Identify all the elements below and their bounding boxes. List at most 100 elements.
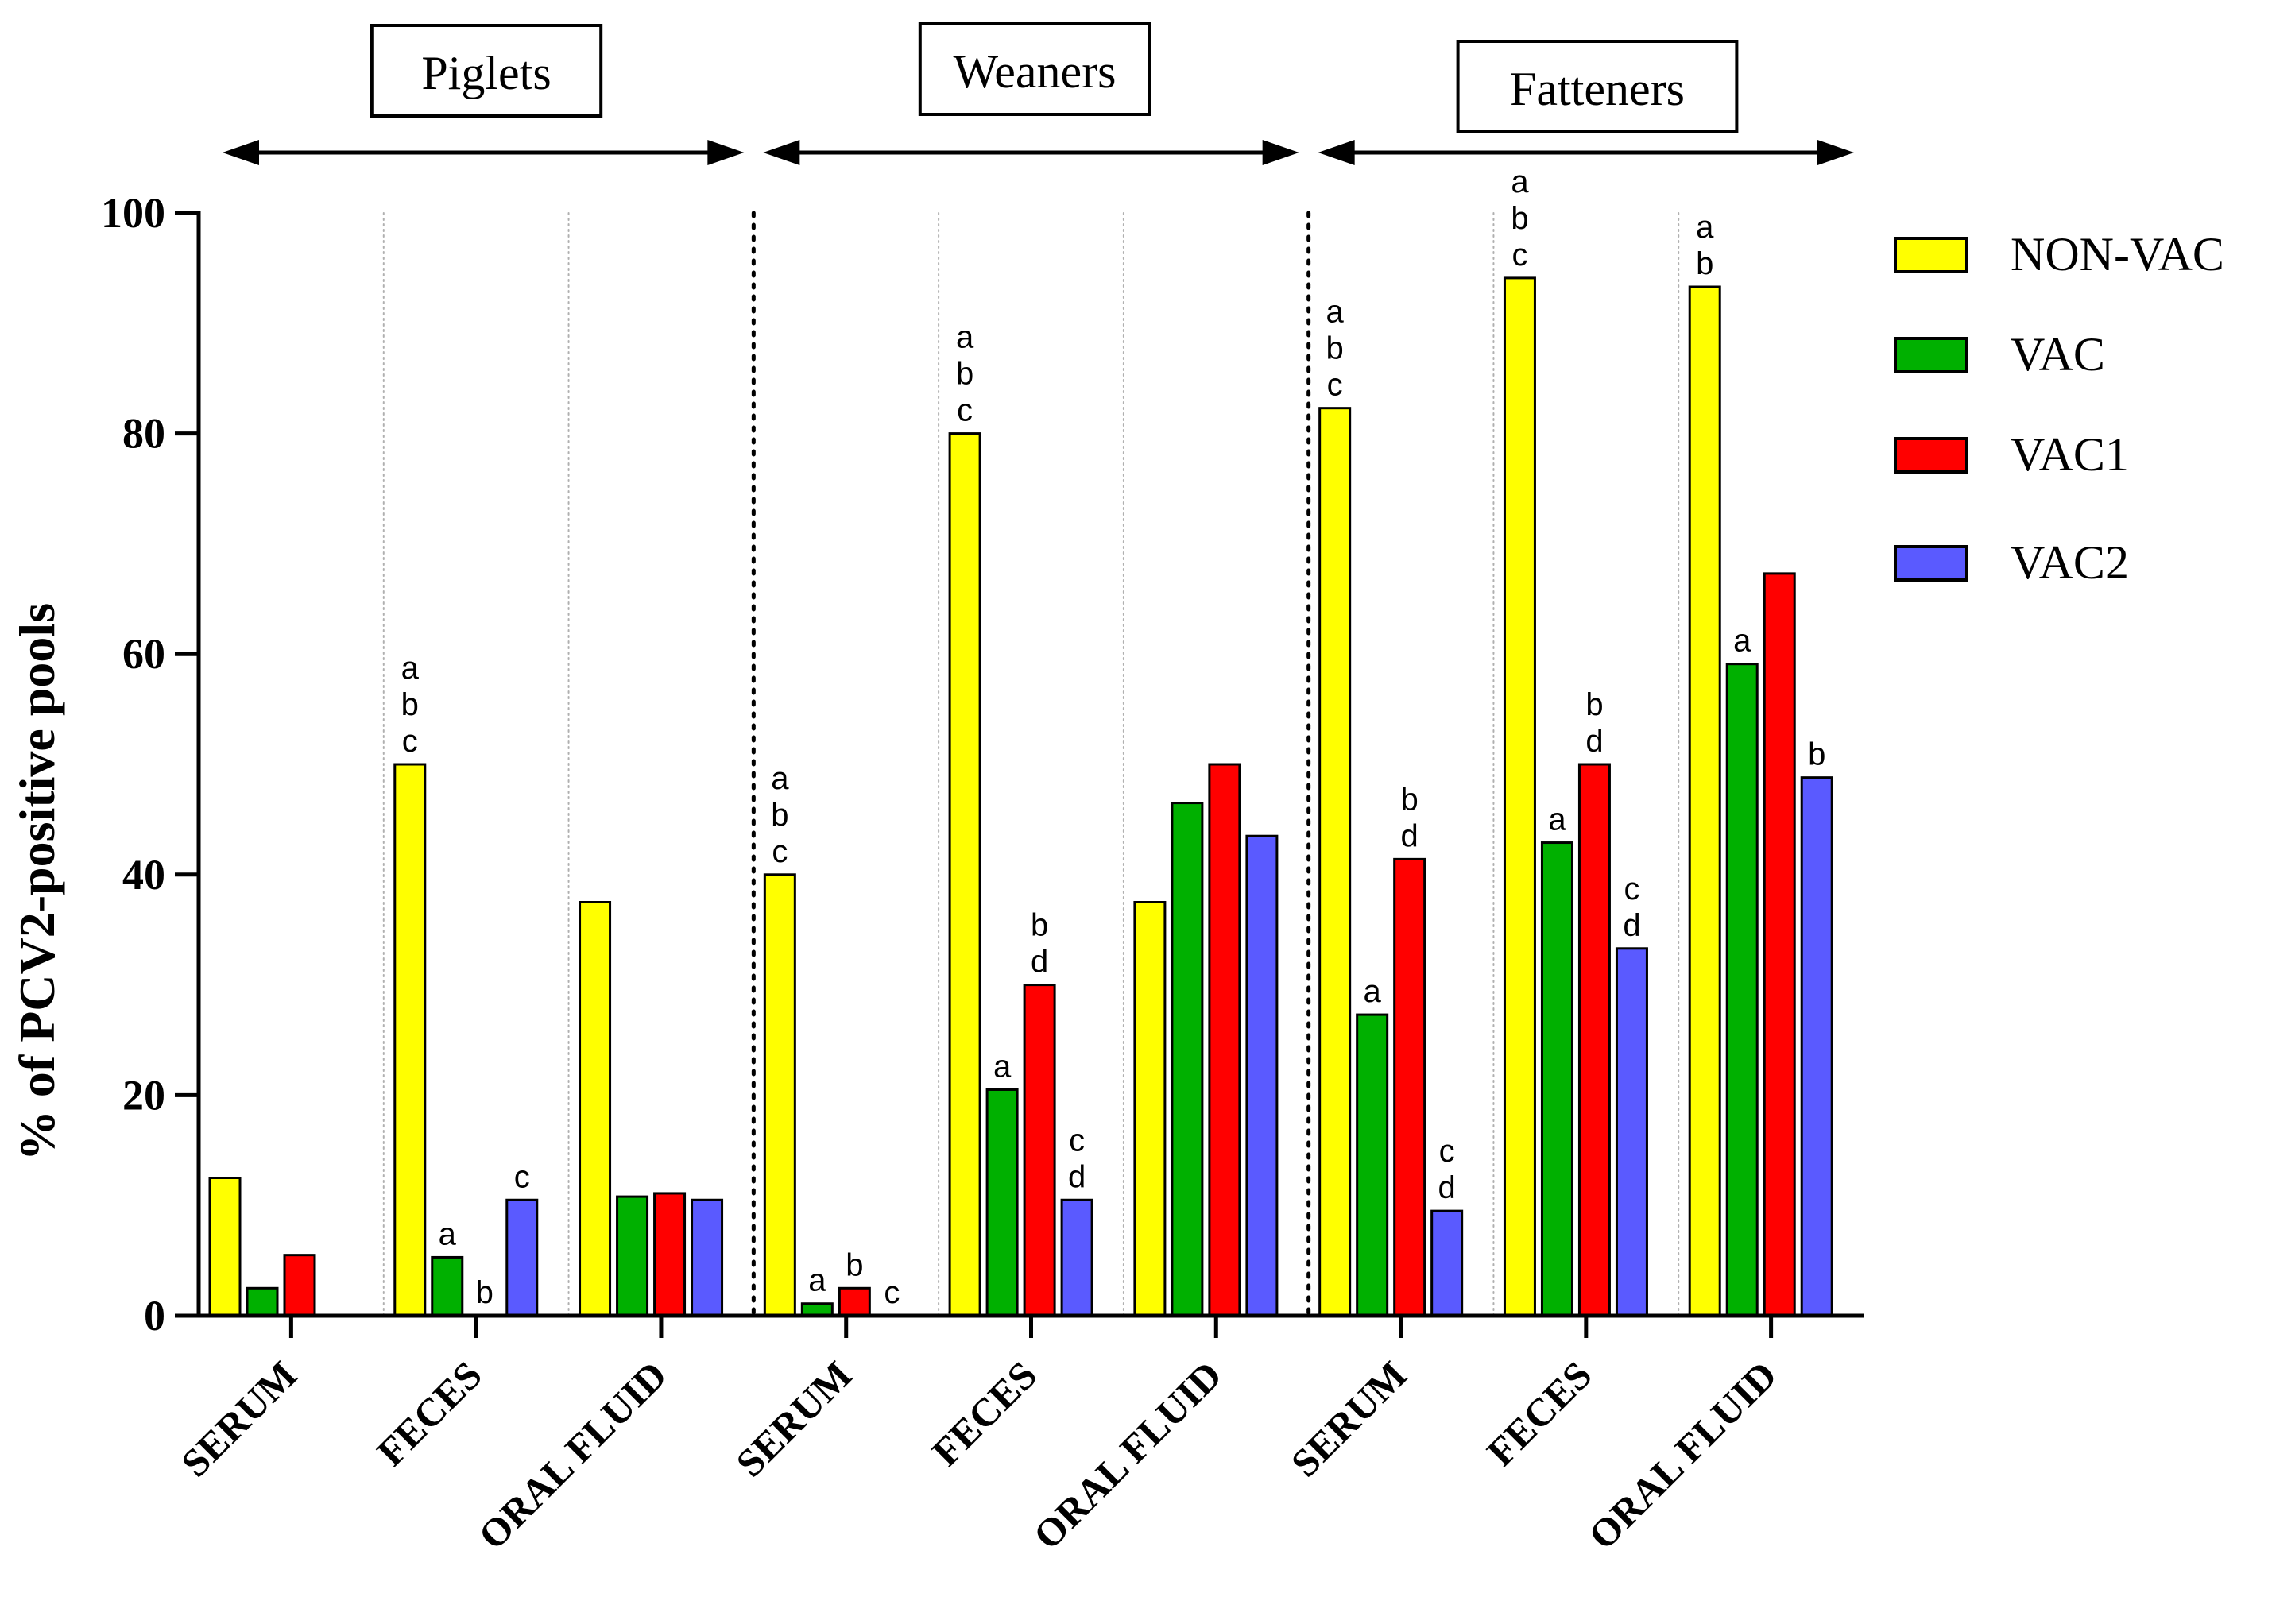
y-tick-label: 40: [122, 851, 165, 899]
significance-letter: b: [476, 1275, 493, 1310]
significance-letter: b: [1326, 331, 1344, 366]
significance-letter: a: [1548, 802, 1566, 837]
bar-vac1-feces: [1023, 984, 1056, 1317]
bar-non-vac-serum: [763, 873, 796, 1317]
legend-label: VAC: [2011, 328, 2105, 381]
x-tick-label: SERUM: [727, 1352, 860, 1485]
significance-letter: b: [1696, 246, 1713, 281]
bar-vac-feces: [985, 1088, 1019, 1317]
significance-letter: b: [1585, 687, 1603, 722]
x-tick-label: SERUM: [1283, 1352, 1415, 1485]
bars: [208, 276, 1833, 1317]
significance-letter: d: [1401, 818, 1419, 853]
bar-vac2-oral-fluid: [1800, 776, 1833, 1317]
x-tick-label: FECES: [368, 1352, 490, 1475]
x-tick-label: ORAL FLUID: [1580, 1352, 1786, 1558]
bar-non-vac-feces: [393, 763, 427, 1317]
significance-letter: a: [1511, 164, 1529, 199]
y-tick-label: 80: [122, 410, 165, 458]
arrow-head-right: [1262, 140, 1299, 165]
legend-swatch-vac1: [1894, 437, 1968, 474]
significance-letter: a: [1733, 624, 1751, 659]
arrow-head-right: [707, 140, 745, 165]
legend-swatch-vac: [1894, 337, 1968, 373]
arrow-head-left: [223, 140, 259, 165]
bar-non-vac-feces: [948, 432, 981, 1317]
y-tick-label: 0: [144, 1292, 165, 1340]
significance-letter: b: [1031, 908, 1048, 943]
bar-non-vac-oral-fluid: [1688, 285, 1721, 1317]
significance-letter: a: [439, 1216, 457, 1251]
bar-vac-feces: [1540, 841, 1573, 1317]
legend: NON-VAC VAC VAC1 VAC2: [1894, 228, 2224, 589]
significance-letter: c: [957, 393, 973, 428]
bar-vac2-oral-fluid: [691, 1198, 724, 1317]
significance-letter: a: [1326, 295, 1345, 330]
bar-vac-serum: [246, 1286, 279, 1317]
significance-letter: c: [772, 834, 788, 869]
significance-letter: a: [401, 651, 420, 686]
significance-letter: c: [402, 724, 418, 759]
bar-vac1-serum: [838, 1286, 871, 1317]
y-axis-title: % of PCV2-positive pools: [9, 603, 65, 1161]
group-headers: Piglets Weaners Fatteners: [223, 22, 1854, 165]
significance-letter: c: [1069, 1123, 1085, 1158]
significance-letter: b: [1511, 201, 1528, 236]
bar-non-vac-oral-fluid: [579, 901, 612, 1317]
significance-letter: a: [956, 320, 974, 355]
y-tick-label: 20: [122, 1071, 165, 1119]
bar-vac1-oral-fluid: [1208, 763, 1241, 1317]
group-label-box: [1456, 40, 1739, 133]
x-tick-label: ORAL FLUID: [1024, 1352, 1230, 1558]
significance-letter: c: [1511, 238, 1527, 273]
bar-non-vac-serum: [208, 1177, 242, 1317]
bar-vac1-serum: [283, 1254, 316, 1317]
arrow-head-left: [763, 140, 800, 165]
bar-vac2-feces: [1060, 1198, 1093, 1317]
significance-letter: b: [846, 1247, 863, 1282]
bar-vac1-serum: [1393, 857, 1426, 1317]
significance-letter: b: [1401, 782, 1419, 817]
y-tick-label: 60: [122, 630, 165, 678]
category-separators: [382, 211, 1680, 1318]
bar-vac-oral-fluid: [1171, 802, 1204, 1317]
x-tick-label: SERUM: [172, 1352, 305, 1485]
significance-letter: a: [808, 1263, 826, 1298]
significance-letter: b: [956, 357, 973, 392]
group-label: Fatteners: [1510, 63, 1685, 115]
legend-label: NON-VAC: [2011, 228, 2224, 280]
bar-vac2-serum: [1430, 1209, 1464, 1317]
bar-vac-oral-fluid: [616, 1195, 649, 1317]
bar-non-vac-serum: [1318, 407, 1352, 1317]
arrow-head-left: [1318, 140, 1355, 165]
legend-label: VAC1: [2011, 428, 2129, 481]
group-label-box: [918, 22, 1151, 116]
significance-letter: c: [1624, 872, 1639, 907]
significance-letter: d: [1438, 1170, 1456, 1205]
bar-vac-serum: [1356, 1013, 1389, 1317]
legend-swatch-vac2: [1894, 545, 1968, 582]
x-tick-label: ORAL FLUID: [470, 1352, 675, 1558]
significance-letter: d: [1623, 908, 1640, 943]
group-label: Piglets: [421, 47, 551, 99]
y-tick-label: 100: [101, 189, 165, 237]
bar-non-vac-feces: [1503, 276, 1536, 1317]
significance-letter: c: [1327, 368, 1343, 403]
bar-vac2-feces: [1615, 947, 1648, 1317]
group-label-box: [370, 24, 603, 118]
bar-vac1-oral-fluid: [653, 1192, 687, 1317]
x-tick-label: FECES: [923, 1352, 1046, 1475]
significance-letter: a: [1696, 210, 1714, 245]
legend-label: VAC2: [2011, 536, 2129, 589]
significance-letter: c: [514, 1159, 530, 1194]
bar-vac2-oral-fluid: [1245, 834, 1279, 1317]
bar-vac1-oral-fluid: [1763, 572, 1796, 1317]
bar-non-vac-oral-fluid: [1133, 901, 1167, 1317]
significance-letter: d: [1585, 724, 1603, 759]
significance-letter: a: [771, 761, 789, 796]
significance-letter: a: [1364, 974, 1382, 1009]
significance-letter: b: [771, 798, 788, 833]
bar-vac-feces: [431, 1255, 464, 1317]
